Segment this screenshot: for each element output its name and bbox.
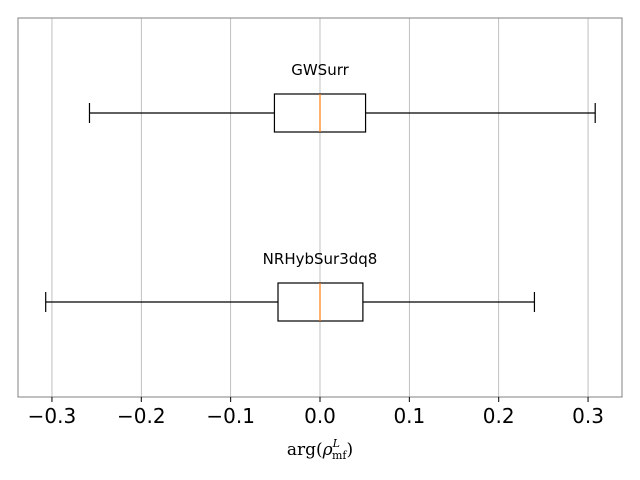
x-tick-label: 0.3 (572, 404, 604, 428)
x-tick-label: −0.3 (28, 404, 77, 428)
x-tick-label: 0.1 (393, 404, 425, 428)
x-tick-label: −0.1 (206, 404, 255, 428)
box-gwsurr: GWSurr (88, 61, 596, 133)
x-axis-ticks: −0.3 −0.2 −0.1 0.0 0.1 0.2 0.3 (28, 397, 604, 428)
box-nrhybsur3dq8: NRHybSur3dq8 (45, 250, 536, 322)
x-axis-label-subscript: mf (332, 449, 347, 462)
series-label: GWSurr (291, 61, 349, 79)
x-axis-label-symbol: ρ (322, 440, 333, 460)
x-axis-label-close: ) (346, 440, 353, 460)
box-series: GWSurr NRHybSur3dq8 (45, 61, 596, 322)
x-axis-label-base: arg( (287, 440, 323, 460)
x-tick-label: −0.2 (117, 404, 166, 428)
x-tick-label: 0.0 (304, 404, 336, 428)
grid-lines (51, 18, 589, 397)
x-tick-label: 0.2 (483, 404, 515, 428)
x-axis-label: arg(ρL mf) (287, 437, 353, 462)
x-axis-label-superscript: L (332, 437, 340, 450)
series-label: NRHybSur3dq8 (263, 250, 378, 268)
